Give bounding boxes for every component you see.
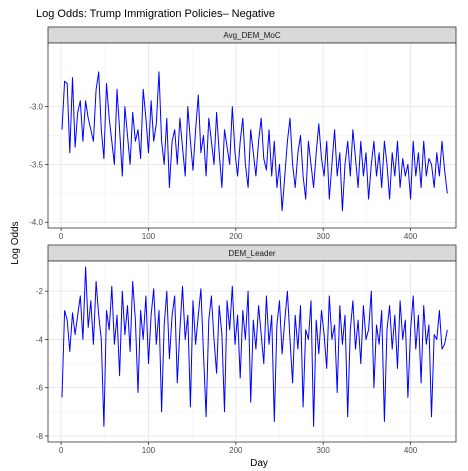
x-tick-label: 300 xyxy=(317,232,331,241)
series-line xyxy=(61,266,448,427)
x-tick-label: 200 xyxy=(229,446,243,455)
facet-panels: Avg_DEM_MoC-3.0-3.5-4.00 100 200 300 400DEM_… xyxy=(29,26,457,455)
x-tick-label: 400 xyxy=(404,232,418,241)
x-tick-label: 100 xyxy=(142,446,156,455)
y-tick-label: -3.0 xyxy=(29,103,43,112)
y-tick-label: -6 xyxy=(36,384,44,393)
facet-strip-label: Avg_DEM_MoC xyxy=(223,31,280,40)
y-tick-label: -3.5 xyxy=(29,160,43,169)
chart-title: Log Odds: Trump Immigration Policies– Ne… xyxy=(36,8,275,20)
y-tick-label: -8 xyxy=(36,432,44,441)
panel-border xyxy=(47,42,457,229)
y-axis-title: Log Odds xyxy=(10,221,21,264)
x-tick-label: 100 xyxy=(142,232,156,241)
x-tick-label: 400 xyxy=(404,446,418,455)
facet-strip-label: DEM_Leader xyxy=(228,249,275,258)
x-tick-label: 0 xyxy=(59,446,64,455)
x-tick-label: 200 xyxy=(229,232,243,241)
y-tick-label: -4.0 xyxy=(29,218,43,227)
facet-avg-dem-moc: Avg_DEM_MoC -3.0 -3.5 -4.0 0 100 200 300 400 xyxy=(29,26,457,241)
x-tick-label: 0 xyxy=(59,232,64,241)
series-line xyxy=(61,71,448,212)
y-tick-label: -2 xyxy=(36,287,44,296)
y-tick-label: -4 xyxy=(36,335,44,344)
x-axis-title: Day xyxy=(250,458,268,469)
x-tick-label: 300 xyxy=(317,446,331,455)
panel-border xyxy=(47,260,457,443)
facet-dem-leader: DEM_Leader -2 -4 -6 -8 0 100 200 300 400 xyxy=(36,244,457,455)
